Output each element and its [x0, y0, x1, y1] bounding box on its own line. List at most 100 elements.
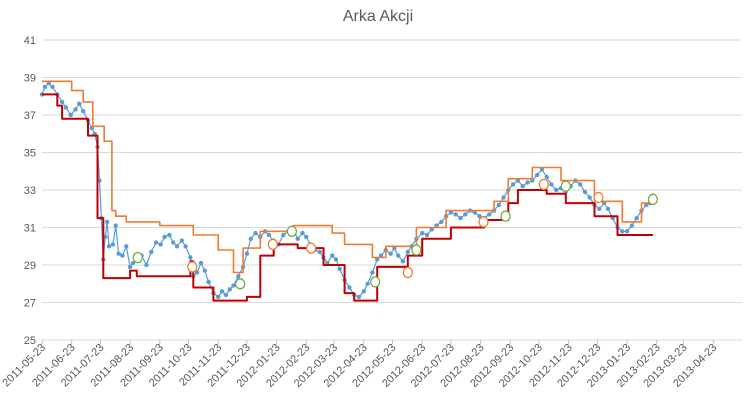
y-tick-label: 39 — [24, 73, 36, 85]
sell-signal-marker — [402, 266, 413, 279]
data-point — [202, 268, 207, 273]
data-point — [501, 195, 506, 200]
data-point — [453, 212, 458, 217]
sell-signal-marker — [478, 216, 489, 228]
buy-signal-marker — [235, 278, 246, 290]
y-tick-label: 41 — [24, 35, 36, 47]
data-point — [153, 240, 159, 245]
data-point — [304, 234, 309, 240]
data-point — [554, 187, 559, 193]
sell-signal-marker — [305, 242, 317, 254]
data-point — [317, 249, 322, 255]
y-tick-label: 35 — [24, 148, 36, 160]
data-point — [162, 234, 167, 240]
data-point — [582, 189, 588, 195]
data-point — [68, 112, 73, 118]
data-point — [463, 212, 468, 217]
lower-band-series-line — [42, 93, 653, 302]
data-point — [458, 215, 463, 221]
buy-signal-marker — [560, 180, 571, 192]
data-point — [396, 253, 401, 258]
data-point — [149, 249, 154, 255]
data-point — [171, 240, 176, 245]
data-point — [420, 230, 425, 236]
data-point — [337, 266, 342, 271]
data-point — [158, 242, 163, 247]
data-point — [50, 84, 55, 90]
data-point — [219, 289, 225, 294]
data-point — [167, 232, 172, 238]
data-point — [266, 232, 272, 238]
data-point — [496, 202, 501, 208]
signal-markers — [132, 178, 659, 290]
data-point — [110, 242, 116, 247]
data-point — [365, 281, 370, 286]
y-tick-label: 27 — [24, 298, 36, 310]
data-point — [42, 84, 48, 90]
data-point — [231, 283, 236, 288]
data-point — [194, 270, 200, 275]
data-point — [587, 195, 592, 200]
data-point — [629, 223, 635, 228]
upper-band-series — [42, 80, 653, 274]
buy-signal-marker — [286, 225, 298, 237]
sell-signal-marker — [187, 261, 198, 273]
data-point — [104, 219, 110, 225]
data-point — [248, 236, 253, 241]
data-point — [244, 251, 250, 256]
data-point — [227, 287, 232, 292]
data-point — [578, 182, 583, 187]
data-point — [174, 244, 180, 249]
data-point — [356, 294, 362, 300]
data-point — [130, 260, 136, 266]
data-point — [333, 257, 339, 262]
data-point — [534, 172, 540, 178]
data-point — [370, 270, 375, 275]
data-point — [605, 206, 611, 211]
data-point — [634, 215, 639, 221]
sell-signal-marker — [593, 191, 604, 204]
data-point — [116, 251, 121, 256]
upper-band-series-line — [42, 80, 653, 274]
y-tick-label: 25 — [24, 335, 36, 347]
data-point — [330, 253, 335, 258]
data-point — [624, 229, 630, 234]
buy-signal-marker — [132, 251, 143, 264]
data-point — [281, 232, 286, 238]
data-point — [388, 251, 393, 256]
data-point — [620, 229, 625, 234]
data-point — [549, 182, 554, 187]
data-point — [59, 99, 65, 105]
data-point — [206, 279, 211, 285]
data-point — [295, 236, 300, 241]
y-tick-label: 37 — [24, 110, 36, 122]
data-point — [183, 244, 188, 249]
lower-band-series — [42, 93, 653, 302]
data-point — [120, 253, 125, 258]
data-point — [73, 107, 78, 112]
data-point — [127, 264, 133, 270]
buy-signal-marker — [370, 276, 381, 288]
y-axis-ticks: 25 27 29 31 33 35 37 39 41 — [24, 35, 36, 347]
data-point — [361, 289, 366, 294]
data-point — [63, 105, 69, 110]
data-point — [198, 260, 204, 266]
data-point — [424, 232, 430, 238]
buy-signal-marker — [500, 210, 511, 222]
data-point — [597, 206, 602, 211]
data-point — [216, 294, 221, 300]
y-tick-label: 33 — [24, 185, 36, 197]
data-point — [439, 219, 444, 225]
data-point — [144, 262, 149, 268]
data-point — [179, 238, 184, 243]
data-point — [223, 292, 229, 298]
data-point — [544, 174, 549, 180]
data-point — [487, 212, 492, 217]
data-point — [81, 109, 86, 114]
data-point — [510, 182, 516, 187]
data-point — [236, 274, 241, 279]
data-point — [525, 180, 530, 185]
data-point — [400, 259, 406, 264]
